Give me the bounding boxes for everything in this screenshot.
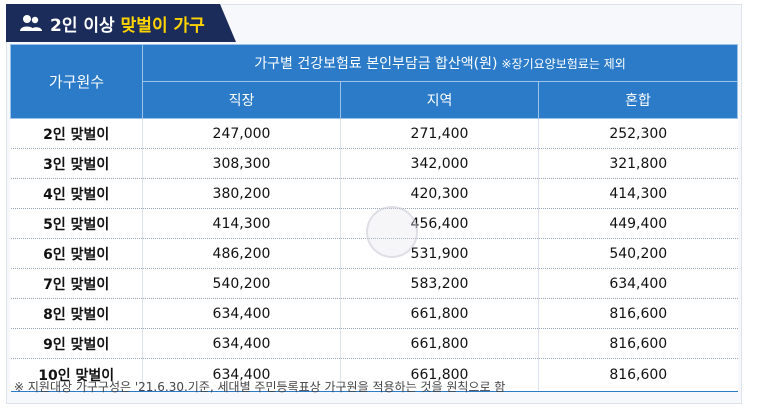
cell-mixed: 321,800 xyxy=(537,148,738,179)
cell-mixed: 816,600 xyxy=(537,298,738,329)
title-highlight: 맞벌이 가구 xyxy=(120,15,205,36)
table-row: 6인 맞벌이 486,200 531,900 540,200 xyxy=(10,238,738,269)
table-row: 3인 맞벌이 308,300 342,000 321,800 xyxy=(10,148,738,179)
column-header-regional: 지역 xyxy=(340,81,539,119)
cell-regional: 342,000 xyxy=(340,148,539,179)
cell-regional: 531,900 xyxy=(340,238,539,269)
table-row: 9인 맞벌이 634,400 661,800 816,600 xyxy=(10,328,738,359)
cell-workplace: 247,000 xyxy=(142,118,341,149)
premium-table: 가구원수 가구별 건강보험료 본인부담금 합산액(원) ※장기요양보험료는 제외 … xyxy=(10,44,739,392)
cell-regional: 661,800 xyxy=(340,298,539,329)
people-icon xyxy=(20,14,42,32)
group-header-title: 가구별 건강보험료 본인부담금 합산액(원) xyxy=(254,56,498,72)
cell-workplace: 634,400 xyxy=(142,298,341,329)
cell-workplace: 540,200 xyxy=(142,268,341,299)
cell-mixed: 252,300 xyxy=(537,118,738,149)
group-header-note: ※장기요양보험료는 제외 xyxy=(501,57,626,71)
cell-workplace: 380,200 xyxy=(142,178,341,209)
column-header-mixed: 혼합 xyxy=(537,81,739,119)
footnote: ※ 지원대상 가구구성은 '21.6.30.기준, 세대별 주민등록표상 가구원… xyxy=(14,380,506,394)
cell-regional: 583,200 xyxy=(340,268,539,299)
cell-regional: 661,800 xyxy=(340,358,539,392)
cell-workplace: 634,400 xyxy=(142,358,341,392)
cell-regional: 420,300 xyxy=(340,178,539,209)
cell-workplace: 486,200 xyxy=(142,238,341,269)
row-label: 10인 맞벌이 xyxy=(10,358,143,392)
row-label: 3인 맞벌이 xyxy=(10,148,143,179)
cell-workplace: 308,300 xyxy=(142,148,341,179)
row-label: 7인 맞벌이 xyxy=(10,268,143,299)
cell-workplace: 414,300 xyxy=(142,208,341,239)
group-header: 가구별 건강보험료 본인부담금 합산액(원) ※장기요양보험료는 제외 xyxy=(141,44,739,82)
cell-regional: 271,400 xyxy=(340,118,539,149)
cell-mixed: 634,400 xyxy=(537,268,738,299)
table-row: 7인 맞벌이 540,200 583,200 634,400 xyxy=(10,268,738,299)
row-label: 8인 맞벌이 xyxy=(10,298,143,329)
cell-mixed: 449,400 xyxy=(537,208,738,239)
table-row: 4인 맞벌이 380,200 420,300 414,300 xyxy=(10,178,738,209)
cell-mixed: 816,600 xyxy=(537,328,738,359)
watermark-seal xyxy=(366,206,418,258)
row-label: 2인 맞벌이 xyxy=(10,118,143,149)
table-row: 2인 맞벌이 247,000 271,400 252,300 xyxy=(10,118,738,149)
table-row: 5인 맞벌이 414,300 456,400 449,400 xyxy=(10,208,738,239)
cell-mixed: 414,300 xyxy=(537,178,738,209)
table-row: 10인 맞벌이 634,400 661,800 816,600 xyxy=(10,358,738,392)
cell-workplace: 634,400 xyxy=(142,328,341,359)
row-label: 5인 맞벌이 xyxy=(10,208,143,239)
title-banner: 2인 이상 맞벌이 가구 xyxy=(6,4,236,42)
cell-mixed: 540,200 xyxy=(537,238,738,269)
row-label: 9인 맞벌이 xyxy=(10,328,143,359)
column-header-workplace: 직장 xyxy=(142,81,341,119)
table-row: 8인 맞벌이 634,400 661,800 816,600 xyxy=(10,298,738,329)
cell-mixed: 816,600 xyxy=(537,358,738,392)
row-label: 4인 맞벌이 xyxy=(10,178,143,209)
household-size-header: 가구원수 xyxy=(10,44,143,119)
cell-regional: 661,800 xyxy=(340,328,539,359)
title-main: 2인 이상 xyxy=(50,15,115,36)
row-label: 6인 맞벌이 xyxy=(10,238,143,269)
